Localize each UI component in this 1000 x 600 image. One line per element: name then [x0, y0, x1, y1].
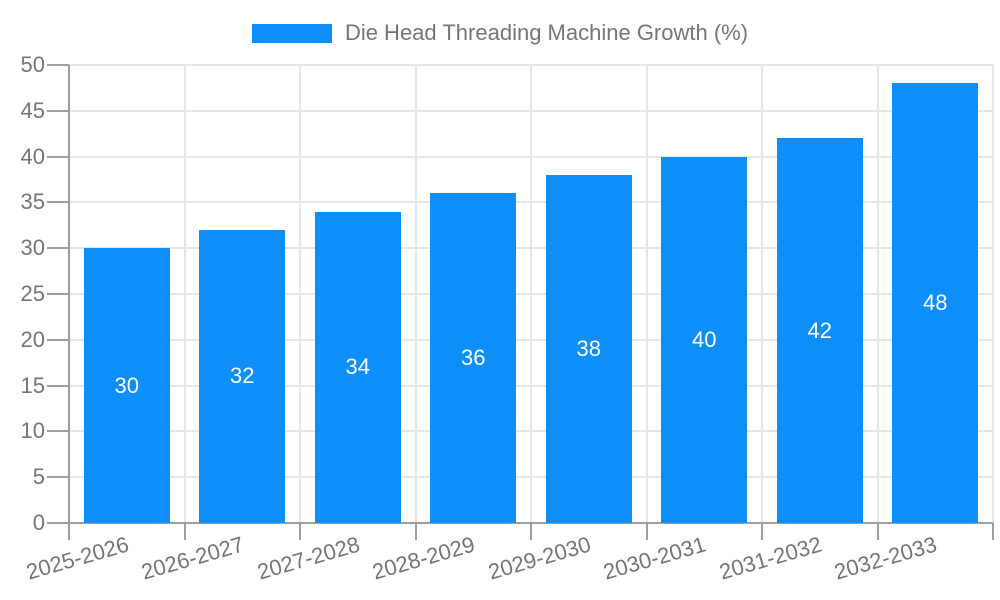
bar[interactable]	[199, 229, 286, 523]
legend-label: Die Head Threading Machine Growth (%)	[344, 20, 749, 45]
bar-value-label: 38	[576, 335, 601, 361]
plot-area: 0 5 10 15 20 25 30 35 40 45 50 30 32 34 36 38 40 42 48	[21, 52, 994, 540]
y-axis-tick-label: 20	[20, 326, 45, 352]
bar[interactable]	[83, 248, 170, 523]
legend: Die Head Threading Machine Growth (%)	[0, 20, 1000, 46]
bar[interactable]	[545, 174, 632, 523]
bar-value-label: 32	[230, 363, 255, 389]
legend-swatch	[251, 23, 332, 43]
y-axis-tick-label: 15	[20, 372, 45, 398]
x-tick-mark	[183, 523, 186, 540]
x-axis-tick-label: 2032-2033	[831, 531, 940, 585]
x-tick-mark	[68, 523, 70, 540]
x-axis-tick-label: 2031-2032	[716, 531, 825, 585]
y-tick-mark	[47, 64, 69, 66]
gridline-vertical	[992, 65, 994, 523]
gridline-vertical	[876, 65, 879, 523]
y-axis-tick-label: 45	[20, 97, 45, 123]
y-tick-mark	[47, 384, 69, 387]
y-tick-mark	[47, 247, 69, 250]
x-axis-tick-label: 2026-2027	[138, 531, 247, 585]
y-axis-tick-label: 10	[20, 418, 45, 444]
gridline-vertical	[299, 65, 301, 523]
y-axis-tick-label: 25	[20, 281, 45, 306]
bar[interactable]	[776, 138, 863, 523]
x-tick-mark	[414, 523, 417, 540]
y-axis-tick-label: 35	[20, 189, 45, 215]
y-axis-tick-label: 40	[20, 143, 45, 169]
x-tick-mark	[992, 523, 994, 540]
bar[interactable]	[892, 83, 979, 523]
bar-value-label: 36	[461, 345, 486, 371]
y-tick-mark	[47, 522, 69, 524]
bar-value-label: 40	[692, 326, 717, 352]
y-tick-mark	[47, 338, 69, 341]
bar-value-label: 34	[345, 354, 370, 380]
x-axis-tick-label: 2028-2029	[369, 531, 478, 585]
gridline-vertical	[183, 65, 186, 523]
x-tick-mark	[530, 523, 532, 540]
bar[interactable]	[661, 156, 748, 523]
y-axis-tick-label: 5	[32, 464, 45, 490]
x-tick-mark	[299, 523, 301, 540]
y-axis-line	[68, 65, 70, 540]
gridline-vertical	[414, 65, 417, 523]
y-tick-mark	[47, 293, 69, 295]
bar-value-label: 42	[807, 317, 832, 343]
gridline-vertical	[761, 65, 763, 523]
x-tick-mark	[876, 523, 879, 540]
x-axis-tick-label: 2029-2030	[485, 531, 594, 585]
y-tick-mark	[47, 109, 69, 112]
x-tick-mark	[761, 523, 763, 540]
x-axis-tick-label: 2025-2026	[23, 531, 132, 585]
y-tick-mark	[47, 201, 69, 204]
y-tick-mark	[47, 430, 69, 433]
bar-value-label: 48	[923, 290, 948, 316]
y-tick-mark	[47, 476, 69, 479]
y-axis-tick-label: 50	[20, 52, 45, 77]
y-tick-mark	[47, 155, 69, 158]
bar[interactable]	[430, 193, 517, 523]
gridline-vertical	[645, 65, 648, 523]
y-axis-tick-label: 0	[32, 510, 45, 535]
x-axis-tick-label: 2030-2031	[600, 531, 709, 585]
x-tick-mark	[645, 523, 648, 540]
bar-value-label: 30	[114, 372, 139, 398]
y-axis-tick-label: 30	[20, 235, 45, 261]
gridline-vertical	[530, 65, 532, 523]
x-axis-tick-label: 2027-2028	[254, 531, 363, 585]
bar[interactable]	[314, 211, 401, 523]
